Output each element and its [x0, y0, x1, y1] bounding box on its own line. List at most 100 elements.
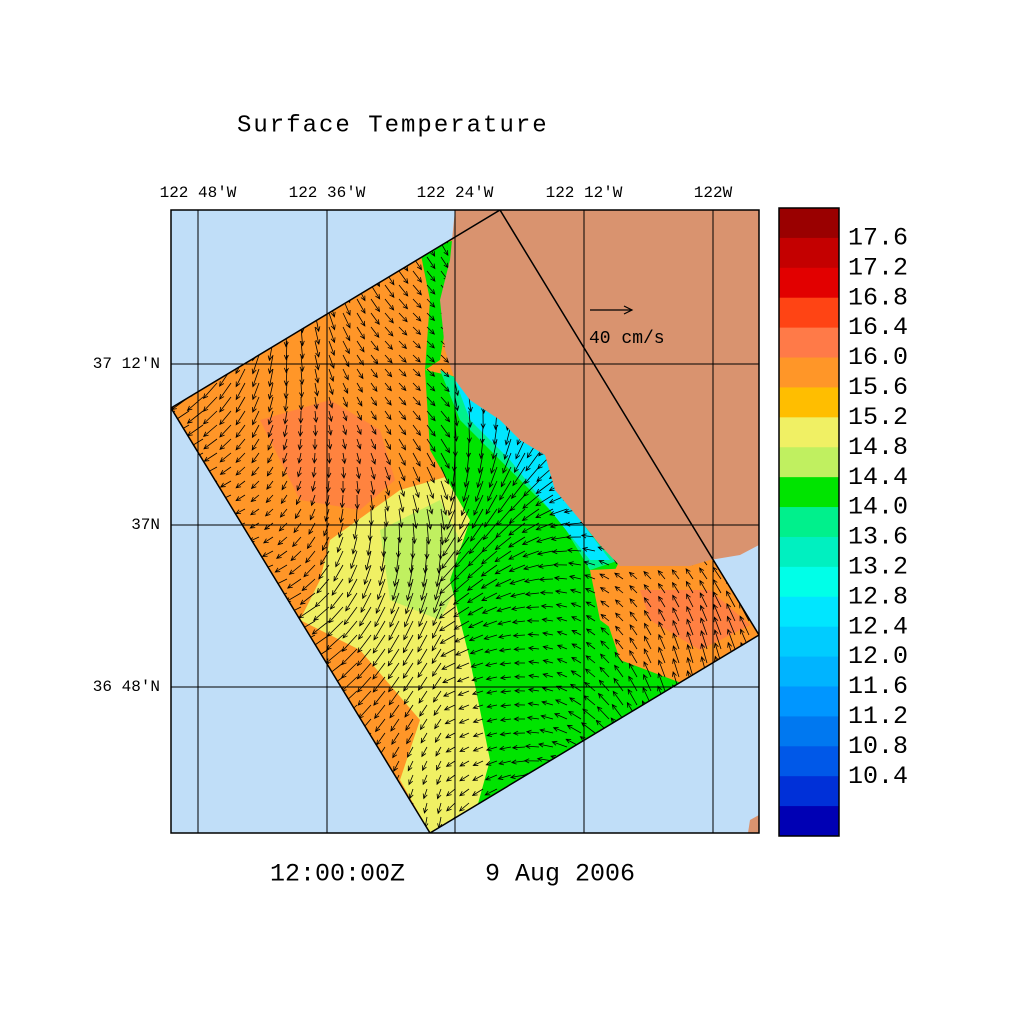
current-vector	[524, 466, 540, 485]
current-vector	[473, 494, 484, 516]
current-vector	[282, 466, 288, 478]
current-vector	[528, 659, 540, 665]
current-vector	[235, 410, 246, 426]
current-vector	[235, 494, 246, 502]
current-vector	[568, 574, 582, 580]
current-vector	[373, 690, 386, 706]
current-vector	[477, 452, 484, 474]
current-vector	[202, 382, 218, 400]
current-vector	[556, 616, 568, 622]
current-vector	[470, 522, 484, 542]
current-vector	[440, 382, 450, 393]
current-vector	[299, 382, 305, 398]
current-vector	[417, 634, 428, 653]
current-vector	[497, 634, 512, 639]
current-vector	[392, 564, 400, 588]
colorbar-label: 16.8	[848, 283, 908, 312]
current-vector	[283, 382, 289, 400]
current-vector	[440, 452, 450, 470]
current-vector	[440, 480, 449, 501]
current-vector	[346, 578, 358, 598]
current-vector	[398, 284, 409, 297]
longitude-label: 122 36'W	[289, 184, 366, 202]
current-vector	[296, 466, 302, 478]
current-vector	[542, 645, 554, 651]
current-vector	[370, 410, 377, 421]
current-vector	[699, 604, 708, 622]
current-vector	[700, 642, 708, 664]
current-vector	[251, 438, 260, 451]
current-vector	[267, 424, 274, 438]
current-vector	[672, 594, 680, 608]
current-vector	[327, 438, 333, 450]
current-vector	[494, 550, 512, 563]
colorbar-label: 14.8	[848, 433, 908, 462]
current-vector	[540, 603, 554, 609]
colorbar-label: 16.4	[848, 313, 908, 342]
current-vector	[467, 564, 484, 579]
scale-arrow-head	[623, 305, 634, 315]
current-vector	[458, 718, 470, 724]
current-vector	[341, 438, 347, 450]
colorbar-label: 12.8	[848, 582, 908, 611]
current-vector	[700, 617, 708, 636]
current-vector	[527, 645, 540, 651]
current-vector	[509, 774, 526, 780]
current-vector	[537, 563, 554, 569]
current-vector	[252, 410, 260, 426]
current-vector	[267, 410, 274, 426]
current-vector	[345, 592, 358, 612]
temp-region	[420, 240, 455, 370]
current-vector	[370, 312, 380, 326]
current-vector	[341, 466, 347, 479]
current-vector	[335, 550, 344, 568]
current-vector	[466, 424, 472, 444]
current-vector	[585, 601, 596, 608]
current-vector	[412, 480, 420, 499]
current-vector	[202, 396, 218, 412]
current-vector	[340, 480, 346, 494]
plot-frame	[170, 209, 760, 834]
current-vector	[439, 578, 456, 595]
current-vector	[283, 340, 289, 361]
current-vector	[525, 729, 540, 735]
current-vector	[426, 508, 433, 530]
current-vector	[567, 711, 582, 720]
current-vector	[235, 480, 246, 489]
current-vector	[356, 438, 362, 450]
current-vector	[389, 606, 400, 628]
current-vector	[629, 637, 638, 650]
current-vector	[342, 368, 349, 381]
current-vector	[643, 596, 652, 608]
current-vector	[552, 726, 568, 734]
current-vector	[342, 410, 348, 422]
current-vector	[267, 452, 274, 464]
current-vector	[235, 382, 246, 401]
current-vector	[455, 536, 470, 556]
current-vector	[356, 326, 365, 340]
current-vector	[444, 522, 456, 544]
current-vector	[480, 578, 498, 589]
current-vector	[497, 494, 512, 514]
current-vector	[390, 592, 400, 615]
current-vector	[555, 603, 568, 608]
colorbar-swatch	[779, 746, 839, 777]
current-vector	[525, 452, 540, 472]
current-vector	[570, 670, 582, 678]
colorbar-label: 11.6	[848, 672, 908, 701]
current-vector	[457, 522, 470, 543]
current-vector	[426, 438, 436, 453]
current-vector	[426, 480, 435, 500]
current-vector	[569, 588, 582, 594]
current-vector	[235, 424, 246, 439]
current-vector	[356, 340, 365, 353]
current-vector	[251, 368, 260, 388]
current-vector	[320, 550, 330, 566]
current-vector	[485, 760, 498, 766]
current-vector	[436, 802, 442, 815]
current-vector	[672, 632, 680, 650]
current-vector	[339, 494, 345, 509]
current-vector	[440, 494, 448, 516]
current-vector	[326, 452, 332, 465]
current-vector	[312, 452, 318, 464]
